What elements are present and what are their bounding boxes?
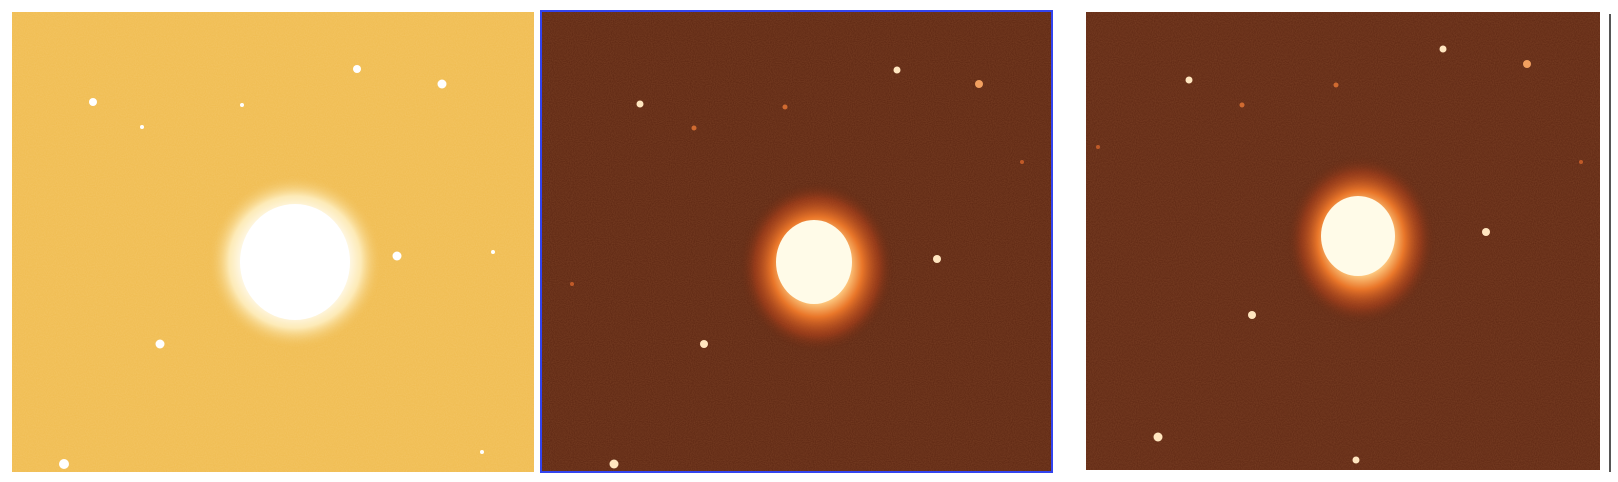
galaxy-image-heat-2 [1086,12,1600,470]
star-field [59,65,495,469]
panel-divider-line [1609,14,1611,472]
galaxy-core [776,220,852,304]
galaxy-image-gold [12,12,534,472]
star-field [1096,45,1583,464]
galaxy-core [1321,196,1395,276]
galaxy-core [240,204,350,320]
galaxy-image-panel-heat [1086,12,1600,470]
galaxy-image-heat-1 [542,12,1051,471]
galaxy-image-panel-gold [12,12,534,472]
star-field [570,66,1024,469]
galaxy-image-panel-heat-selected[interactable] [540,10,1053,473]
